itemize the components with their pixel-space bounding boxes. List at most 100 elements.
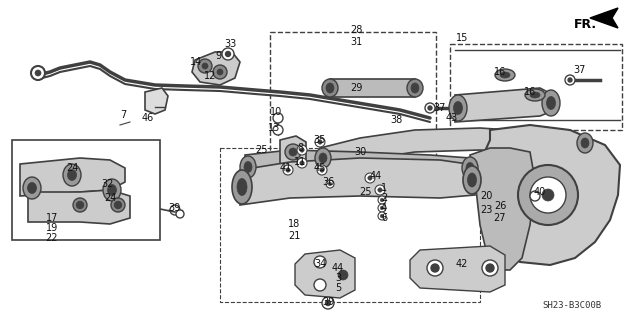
Polygon shape bbox=[145, 88, 168, 114]
Text: 29: 29 bbox=[350, 83, 362, 93]
Text: 12: 12 bbox=[204, 71, 216, 81]
Text: 26: 26 bbox=[494, 201, 506, 211]
Text: 6: 6 bbox=[381, 213, 387, 223]
Text: 37: 37 bbox=[434, 103, 446, 113]
Text: 14: 14 bbox=[190, 57, 202, 67]
Text: 31: 31 bbox=[350, 37, 362, 47]
Circle shape bbox=[431, 264, 439, 272]
Circle shape bbox=[285, 144, 301, 160]
Text: 21: 21 bbox=[288, 231, 300, 241]
Text: 7: 7 bbox=[120, 110, 126, 120]
Text: 22: 22 bbox=[45, 233, 58, 243]
Text: 35: 35 bbox=[314, 135, 326, 145]
Text: 3: 3 bbox=[335, 273, 341, 283]
Text: 19: 19 bbox=[46, 223, 58, 233]
Circle shape bbox=[31, 66, 45, 80]
Circle shape bbox=[322, 297, 334, 309]
Circle shape bbox=[300, 161, 304, 165]
Ellipse shape bbox=[463, 166, 481, 194]
Circle shape bbox=[378, 196, 386, 204]
Text: 9: 9 bbox=[215, 51, 221, 61]
Ellipse shape bbox=[319, 153, 327, 163]
Ellipse shape bbox=[530, 92, 540, 98]
Ellipse shape bbox=[322, 79, 338, 97]
Text: 10: 10 bbox=[270, 107, 282, 117]
Circle shape bbox=[170, 205, 180, 215]
Text: 40: 40 bbox=[534, 187, 546, 197]
Circle shape bbox=[273, 125, 283, 135]
Text: SH23-B3C00B: SH23-B3C00B bbox=[543, 301, 602, 310]
Polygon shape bbox=[240, 158, 475, 205]
Text: 27: 27 bbox=[493, 213, 506, 223]
Circle shape bbox=[565, 75, 575, 85]
Circle shape bbox=[283, 165, 293, 175]
Text: 16: 16 bbox=[494, 67, 506, 77]
Ellipse shape bbox=[232, 170, 252, 204]
Ellipse shape bbox=[67, 169, 77, 181]
Ellipse shape bbox=[547, 97, 556, 109]
Text: 5: 5 bbox=[335, 283, 341, 293]
Text: 34: 34 bbox=[314, 259, 326, 269]
Circle shape bbox=[176, 210, 184, 218]
Text: 4: 4 bbox=[381, 203, 387, 213]
Ellipse shape bbox=[542, 90, 560, 116]
Circle shape bbox=[427, 260, 443, 276]
Polygon shape bbox=[455, 88, 555, 122]
Polygon shape bbox=[270, 32, 436, 168]
Text: 20: 20 bbox=[480, 191, 492, 201]
Circle shape bbox=[202, 63, 208, 69]
Text: 39: 39 bbox=[322, 297, 334, 307]
Circle shape bbox=[365, 173, 375, 183]
Text: 43: 43 bbox=[446, 113, 458, 123]
Circle shape bbox=[378, 188, 382, 192]
Circle shape bbox=[289, 148, 297, 156]
Circle shape bbox=[380, 198, 384, 202]
Ellipse shape bbox=[449, 95, 467, 121]
Circle shape bbox=[297, 158, 307, 168]
Circle shape bbox=[300, 148, 304, 152]
Ellipse shape bbox=[454, 101, 463, 115]
Text: 13: 13 bbox=[268, 123, 280, 133]
Circle shape bbox=[198, 59, 212, 73]
Circle shape bbox=[568, 78, 572, 82]
Circle shape bbox=[380, 206, 384, 210]
Circle shape bbox=[380, 214, 384, 218]
Text: 33: 33 bbox=[224, 39, 236, 49]
Circle shape bbox=[378, 204, 386, 212]
Polygon shape bbox=[295, 250, 355, 298]
Circle shape bbox=[326, 180, 334, 188]
Text: 24: 24 bbox=[66, 163, 78, 173]
Ellipse shape bbox=[23, 177, 41, 199]
Ellipse shape bbox=[407, 79, 423, 97]
Text: 46: 46 bbox=[142, 113, 154, 123]
Circle shape bbox=[425, 103, 435, 113]
Circle shape bbox=[315, 137, 325, 147]
Circle shape bbox=[317, 140, 323, 144]
Circle shape bbox=[368, 176, 372, 180]
Ellipse shape bbox=[108, 184, 116, 196]
Ellipse shape bbox=[411, 83, 419, 93]
Circle shape bbox=[73, 198, 87, 212]
Text: 39: 39 bbox=[168, 203, 180, 213]
Circle shape bbox=[314, 256, 326, 268]
Text: 17: 17 bbox=[46, 213, 58, 223]
Circle shape bbox=[77, 202, 83, 209]
Ellipse shape bbox=[581, 138, 589, 148]
Circle shape bbox=[530, 191, 540, 201]
Text: 41: 41 bbox=[280, 163, 292, 173]
Circle shape bbox=[314, 279, 326, 291]
Ellipse shape bbox=[237, 179, 247, 196]
Text: 44: 44 bbox=[332, 263, 344, 273]
Circle shape bbox=[375, 185, 385, 195]
Ellipse shape bbox=[103, 179, 121, 201]
Circle shape bbox=[217, 69, 223, 75]
Ellipse shape bbox=[315, 148, 331, 168]
Ellipse shape bbox=[466, 162, 474, 174]
Text: 42: 42 bbox=[456, 259, 468, 269]
Text: 25: 25 bbox=[360, 187, 372, 197]
Text: 15: 15 bbox=[456, 33, 468, 43]
Polygon shape bbox=[28, 190, 130, 224]
Polygon shape bbox=[478, 125, 620, 265]
Polygon shape bbox=[245, 150, 470, 180]
Circle shape bbox=[338, 270, 348, 280]
